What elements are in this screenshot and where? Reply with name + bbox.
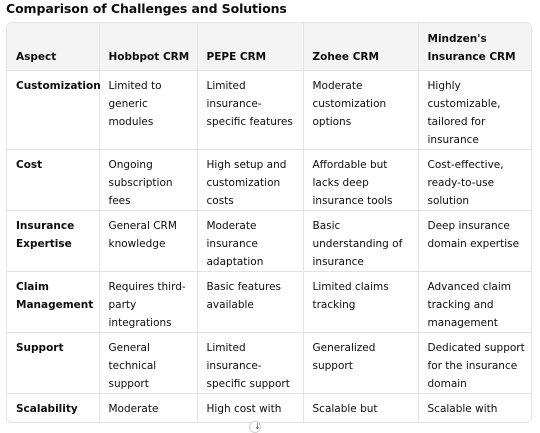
table-cell: Moderate insurance adaptation <box>196 209 303 271</box>
row-aspect: Support <box>7 331 99 393</box>
table-cell: High cost with scale <box>196 392 303 422</box>
table-cell: Highly customizable, tailored for insura… <box>417 70 531 149</box>
table-cell: Dedicated support for the insurance doma… <box>417 331 531 393</box>
header-aspect: Aspect <box>7 23 99 71</box>
row-aspect: Scalability <box>7 392 99 422</box>
table-cell: Ongoing subscription fees <box>98 148 197 210</box>
table-row: Customization Limited to generic modules… <box>7 70 531 149</box>
arrow-down-icon: ↓ <box>254 422 261 431</box>
table-row: Insurance Expertise General CRM knowledg… <box>7 209 531 271</box>
header-mindzen-crm: Mindzen's Insurance CRM <box>417 23 531 71</box>
table-cell: Affordable but lacks deep insurance tool… <box>302 148 418 210</box>
comparison-table: Aspect Hobbpot CRM PEPE CRM Zohee CRM Mi… <box>6 22 532 423</box>
table-header-row: Aspect Hobbpot CRM PEPE CRM Zohee CRM Mi… <box>7 23 531 71</box>
table-cell: Basic understanding of insurance <box>302 209 418 271</box>
row-aspect: Customization <box>16 79 101 92</box>
table-cell: Requires third-party integrations <box>98 270 197 332</box>
table-row: Claim Management Requires third-party in… <box>7 270 531 332</box>
table-cell: Cost-effective, ready-to-use solution <box>417 148 531 210</box>
table-cell: Moderate <box>98 392 197 422</box>
table-cell: Advanced claim tracking and management <box>417 270 531 332</box>
table-cell: Limited claims tracking <box>302 270 418 332</box>
table-row: Cost Ongoing subscription fees High setu… <box>7 148 531 210</box>
header-zohee-crm: Zohee CRM <box>302 23 418 71</box>
table-cell: General CRM knowledge <box>98 209 197 271</box>
table-cell: Limited insurance-specific features <box>196 70 303 149</box>
table-row: Support General technical support Limite… <box>7 331 531 393</box>
table-cell: General technical support <box>98 331 197 393</box>
row-aspect: Claim Management <box>7 270 99 332</box>
scroll-down-button[interactable]: ↓ <box>249 421 261 433</box>
row-aspect: Insurance Expertise <box>7 209 99 271</box>
table-cell: Moderate customization options <box>302 70 418 149</box>
table-cell: Scalable but generic <box>302 392 418 422</box>
table-cell: Limited to generic modules <box>98 70 197 149</box>
table-cell: Basic features available <box>196 270 303 332</box>
header-hobbpot-crm: Hobbpot CRM <box>98 23 197 71</box>
table-cell: Generalized support <box>302 331 418 393</box>
table-cell: High setup and customization costs <box>196 148 303 210</box>
header-pepe-crm: PEPE CRM <box>196 23 303 71</box>
table-cell: Scalable with insurance-specific focus <box>417 392 531 422</box>
table-cell: Limited insurance-specific support <box>196 331 303 393</box>
table-cell: Deep insurance domain expertise <box>417 209 531 271</box>
row-aspect: Cost <box>7 148 99 210</box>
page-title: Comparison of Challenges and Solutions <box>6 1 287 16</box>
table-row: Scalability Moderate High cost with scal… <box>7 392 531 422</box>
